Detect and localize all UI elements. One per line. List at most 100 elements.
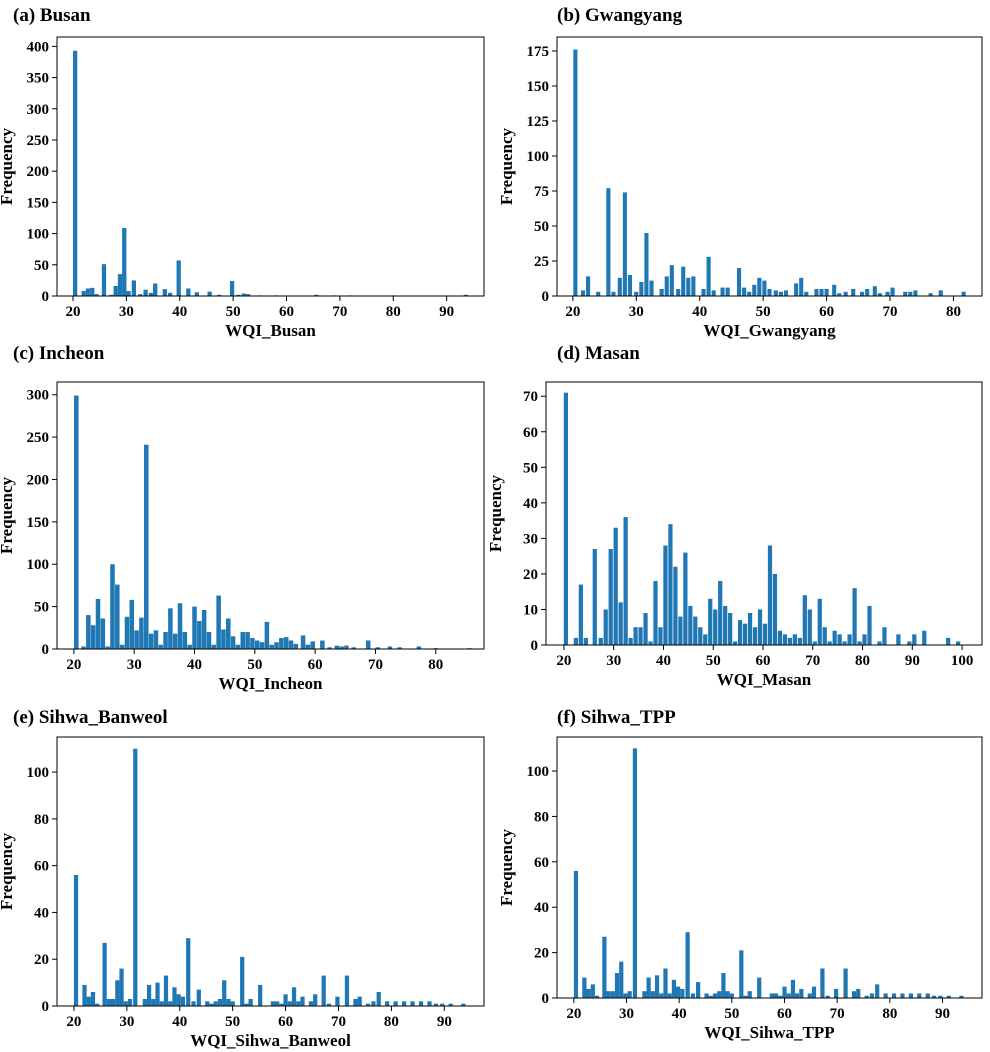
histogram-bar xyxy=(279,637,284,649)
histogram-bar xyxy=(375,647,381,649)
histogram-bar xyxy=(100,618,106,649)
x-tick-label: 50 xyxy=(226,304,241,320)
x-tick-label: 50 xyxy=(225,1014,240,1030)
histogram-bar xyxy=(903,291,908,296)
histogram-bar xyxy=(663,968,668,998)
histogram-bar xyxy=(418,1001,424,1006)
histogram-bar xyxy=(912,634,917,645)
histogram-bar xyxy=(110,564,115,649)
histogram-bar xyxy=(773,993,779,998)
histogram-bar xyxy=(90,625,96,649)
x-tick-label: 60 xyxy=(777,1006,792,1022)
y-tick-label: 200 xyxy=(27,164,50,180)
x-tick-label: 30 xyxy=(606,653,621,669)
histogram-bar xyxy=(757,609,763,645)
y-tick-label: 300 xyxy=(27,102,50,118)
histogram-bar xyxy=(614,973,620,998)
histogram-bar xyxy=(209,1003,214,1006)
y-tick-label: 50 xyxy=(34,258,49,274)
y-axis-label: Frequency xyxy=(0,127,16,205)
histogram-bar xyxy=(959,995,964,998)
histogram-bar xyxy=(397,647,402,649)
histogram-bar xyxy=(300,635,306,649)
histogram-bar xyxy=(596,291,601,296)
histogram-bar xyxy=(216,595,221,649)
x-tick-label: 80 xyxy=(428,657,443,673)
histogram-bar xyxy=(777,630,783,645)
histogram-bar xyxy=(685,932,690,998)
histogram-bar xyxy=(463,294,468,296)
histogram-bar xyxy=(824,289,829,296)
histogram-bar xyxy=(618,602,623,645)
histogram-bar xyxy=(642,991,647,998)
histogram-bar xyxy=(291,987,297,1006)
histogram-bar xyxy=(667,993,672,998)
histogram-bar xyxy=(158,644,163,649)
histogram-bar xyxy=(825,995,830,998)
histogram-bar xyxy=(186,288,191,296)
histogram-bar xyxy=(250,637,255,649)
histogram-bar xyxy=(676,986,681,998)
histogram-bar xyxy=(907,641,912,645)
histogram-bar xyxy=(197,621,202,649)
histogram-bar xyxy=(676,289,681,296)
histogram-bar xyxy=(794,283,799,296)
histogram-bar xyxy=(590,984,595,998)
histogram-bar xyxy=(706,256,711,296)
histogram-bar xyxy=(283,637,289,649)
histogram-bar xyxy=(269,644,274,649)
histogram-bar xyxy=(151,998,156,1006)
histogram-bar xyxy=(206,632,212,649)
histogram-bar xyxy=(270,1001,275,1006)
histogram-bar xyxy=(90,991,96,1006)
histogram-bar xyxy=(659,993,664,998)
histogram-bar xyxy=(851,991,857,998)
histogram-bar xyxy=(917,993,922,998)
x-axis-label: WQI_Busan xyxy=(225,321,316,340)
histogram-bar xyxy=(245,294,251,296)
histogram-bar xyxy=(172,633,178,649)
histogram-bar xyxy=(890,287,895,296)
histogram-bar xyxy=(148,292,154,296)
histogram-bar xyxy=(877,293,882,296)
histogram-bar xyxy=(669,265,674,296)
x-tick-label: 40 xyxy=(172,1014,187,1030)
x-tick-label: 90 xyxy=(935,1006,950,1022)
x-tick-label: 90 xyxy=(439,304,454,320)
y-tick-label: 150 xyxy=(27,515,50,531)
histogram-bar xyxy=(723,605,728,645)
y-axis-label: Frequency xyxy=(486,474,505,552)
histogram-bar xyxy=(819,289,824,296)
x-tick-label: 20 xyxy=(66,657,81,673)
y-tick-label: 25 xyxy=(534,254,549,270)
y-tick-label: 80 xyxy=(534,809,549,825)
histogram-bar xyxy=(205,1001,210,1006)
histogram-bar xyxy=(683,552,688,645)
histogram-bar xyxy=(126,291,131,296)
histogram-bar xyxy=(176,260,181,296)
histogram-bar xyxy=(867,605,872,645)
histogram-bar xyxy=(896,634,901,645)
x-tick-label: 80 xyxy=(882,1006,897,1022)
y-tick-label: 50 xyxy=(523,460,538,476)
histogram-bar xyxy=(73,875,79,1006)
histogram-bar xyxy=(194,292,199,296)
histogram-bar xyxy=(592,549,597,645)
histogram-bar xyxy=(747,291,752,296)
histogram-bar xyxy=(226,998,231,1006)
histogram-panel-5: 20 30 40 50 60 70 80 90 0 20 40 60 80 100 (e) Sihwa_Ba… xyxy=(0,707,485,1050)
histogram-bar xyxy=(117,274,123,296)
histogram-bar xyxy=(617,277,622,296)
histogram-bar xyxy=(742,287,747,296)
histogram-bar xyxy=(201,610,207,649)
histogram-bar xyxy=(610,991,615,998)
histogram-bar xyxy=(106,998,111,1006)
histogram-bar xyxy=(634,291,639,296)
histogram-bar xyxy=(115,584,120,649)
x-tick-label: 30 xyxy=(119,1014,134,1030)
histogram-bar xyxy=(95,1003,100,1006)
histogram-bar xyxy=(712,993,718,998)
histogram-bar xyxy=(211,644,217,649)
histogram-bar xyxy=(737,620,743,645)
histogram-bar xyxy=(708,995,713,998)
